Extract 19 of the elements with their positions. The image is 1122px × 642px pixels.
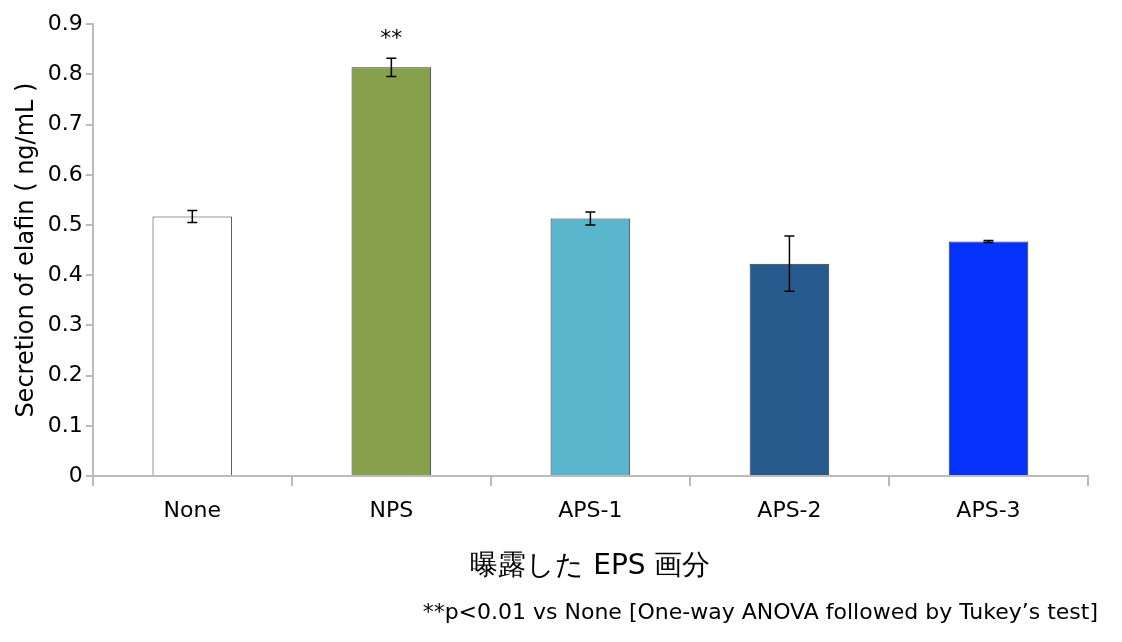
y-tick-label: 0.8 [47,60,83,86]
x-axis-title: 曝露した EPS 画分 [470,548,711,582]
y-tick-label: 0.6 [47,160,83,186]
y-tick-label: 0.7 [47,110,83,136]
y-tick-label: 0.3 [47,311,83,337]
y-axis-title: Secretion of elafin ( ng/mL ) [10,82,39,418]
y-tick-label: 0 [68,461,83,487]
x-tick-label: NPS [369,496,414,522]
x-tick-label: APS-1 [558,496,623,522]
y-tick-label: 0.5 [47,210,83,236]
y-tick-label: 0.9 [47,9,83,35]
y-tick-label: 0.2 [47,361,83,387]
y-tick-label: 0.1 [47,411,83,437]
x-tick-label: None [163,496,222,522]
x-tick-label: APS-3 [956,496,1021,522]
text: **p<0.01 vs None [One-way ANOVA followed by Tukey’s test] [422,598,1098,624]
x-tick-label: APS-2 [757,496,822,522]
annotation: ** [380,25,403,51]
y-tick-label: 0.4 [47,260,83,286]
